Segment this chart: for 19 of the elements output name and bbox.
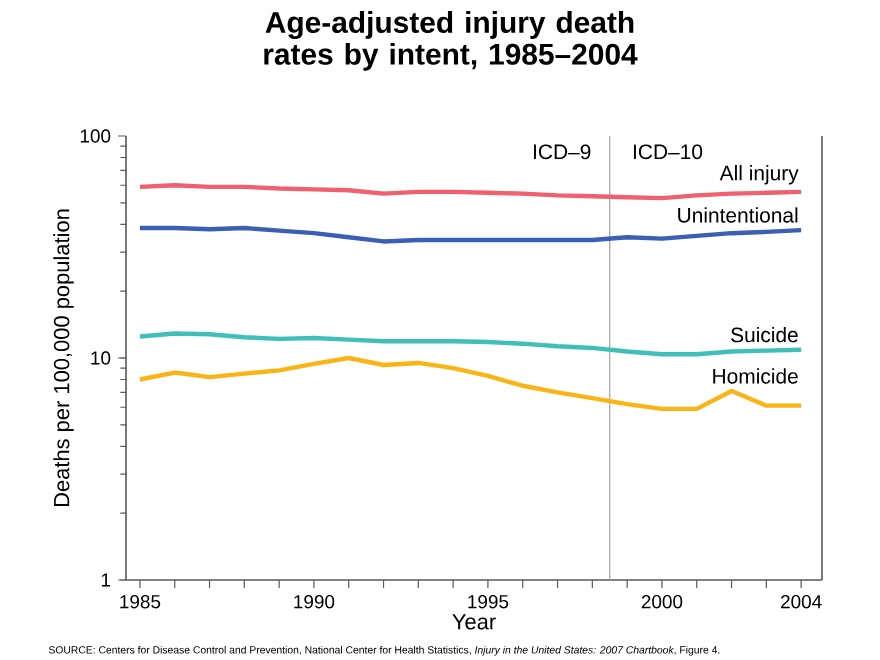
y-tick-label: 100 (80, 129, 111, 143)
annotation: ICD–10 (633, 144, 703, 160)
x-tick-label: 2004 (781, 594, 822, 609)
x-axis-title: Year (452, 614, 496, 630)
series-label: Unintentional (678, 207, 798, 223)
x-tick-label: 1985 (120, 594, 161, 609)
x-tick-label: 1995 (468, 594, 509, 609)
x-tick-label: 2000 (641, 594, 683, 609)
ref-line-label: ICD–9 (534, 144, 591, 160)
y-axis-title: Deaths per 100,000 population (53, 209, 74, 507)
y-tick-label: 1 (101, 573, 111, 587)
series-label: Homicide (713, 368, 798, 384)
line-series (137, 355, 804, 412)
series-label: Suicide (731, 326, 798, 343)
series-label: All injury (719, 165, 799, 185)
chart-title: Age-adjusted injury death rates by intent, 1985–2004 (264, 11, 638, 71)
line-series (137, 183, 804, 201)
x-tick-label: 1990 (294, 594, 335, 609)
y-tick-label: 10 (91, 351, 111, 365)
